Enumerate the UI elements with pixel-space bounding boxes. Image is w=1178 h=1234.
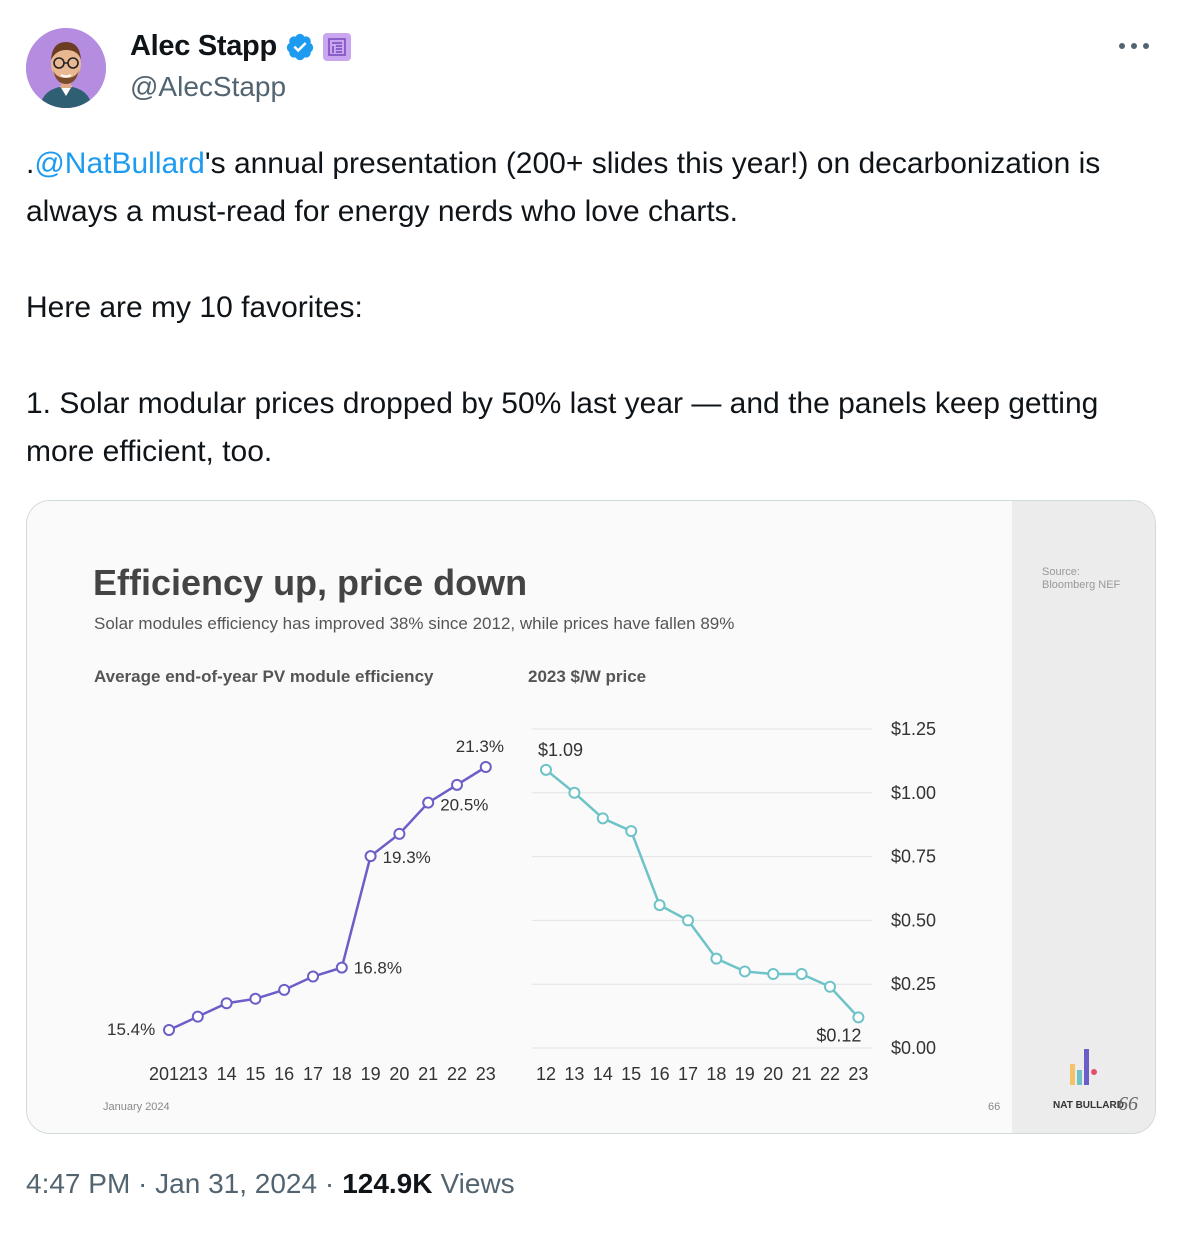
views-count: 124.9K [342,1168,433,1199]
efficiency-data-label: 19.3% [383,848,431,867]
efficiency-point [191,1010,204,1023]
price-point [795,967,808,980]
efficiency-point [220,997,233,1010]
slide-page-number: 66 [988,1101,1000,1113]
price-point [767,967,780,980]
price-y-tick: $1.25 [891,719,936,739]
efficiency-x-tick: 14 [217,1064,237,1084]
brand-number: 66 [1118,1093,1138,1115]
price-point [738,965,751,978]
affiliation-badge-icon[interactable] [322,32,351,61]
efficiency-point [364,850,377,863]
efficiency-x-tick: 17 [303,1064,323,1084]
author-name[interactable]: Alec Stapp [130,30,277,62]
price-chart: $0.00 $0.25 $0.50 $0.75 $1.00 $1.25 $1.09 $0.12… [532,719,936,1084]
efficiency-point [307,970,319,983]
avatar-illustration [26,28,106,108]
tweet-media-image[interactable]: Efficiency up, price down Solar modules … [26,500,1156,1134]
price-x-tick: 14 [593,1064,613,1084]
price-x-tick: 23 [848,1064,868,1084]
efficiency-data-label: 16.8% [354,959,402,978]
tweet-timestamp[interactable]: 4:47 PM · Jan 31, 2024 · [26,1168,335,1199]
tweet-meta: 4:47 PM · Jan 31, 2024 · 124.9K Views [26,1168,515,1200]
efficiency-point [249,992,262,1005]
price-point [596,812,609,825]
efficiency-point [451,778,463,791]
efficiency-point [163,1024,175,1036]
logo-bar-teal [1077,1070,1082,1085]
avatar[interactable] [26,28,106,108]
efficiency-x-tick: 18 [332,1064,352,1084]
efficiency-point [422,796,435,809]
author-handle[interactable]: @AlecStapp [130,71,287,102]
more-options-icon[interactable] [1114,34,1154,58]
price-y-tick: $0.75 [891,847,936,867]
price-point [625,825,638,838]
tweet-text: .@NatBullard's annual presentation (200+… [26,140,1156,476]
price-data-label: $0.12 [816,1025,861,1045]
efficiency-point [393,827,406,840]
efficiency-data-label: 21.3% [456,737,504,756]
efficiency-x-tick: 22 [447,1064,467,1084]
efficiency-x-tick: 16 [274,1064,294,1084]
price-data-label: $1.09 [538,740,583,760]
efficiency-x-tick: 13 [188,1064,208,1084]
slide-subtitle: Solar modules efficiency has improved 38… [94,614,734,633]
verified-badge-icon[interactable] [285,32,315,62]
price-point [540,763,552,776]
efficiency-data-label: 15.4% [107,1020,155,1039]
efficiency-x-tick: 21 [418,1064,438,1084]
efficiency-x-tick: 2012 [149,1064,189,1084]
price-y-tick: $0.00 [891,1038,936,1058]
price-point [568,786,581,799]
logo-dot [1091,1069,1097,1075]
slide-svg: Efficiency up, price down Solar modules … [27,501,1155,1133]
slide-sidebar [1012,501,1155,1133]
tweet-text-body: 's annual presentation (200+ slides this… [26,147,1101,468]
author-name-row: Alec Stapp [130,30,351,63]
brand-name: NAT BULLARD [1053,1100,1124,1111]
price-x-tick: 18 [706,1064,726,1084]
logo-bar-yellow [1070,1064,1075,1085]
price-x-tick: 12 [536,1064,556,1084]
price-point [682,914,694,927]
price-x-tick: 15 [621,1064,641,1084]
nat-bullard-logo [1070,1049,1097,1085]
logo-bar-purple [1084,1049,1089,1085]
slide-background [27,501,1012,1133]
efficiency-point [278,983,291,996]
price-point [824,980,836,993]
efficiency-x-tick: 19 [361,1064,381,1084]
slide-date: January 2024 [103,1101,170,1113]
source-name: Bloomberg NEF [1042,579,1121,591]
price-point [710,952,723,965]
views-label: Views [440,1168,515,1199]
efficiency-point [335,961,348,974]
efficiency-point [479,761,492,773]
price-x-tick: 22 [820,1064,840,1084]
mention-link[interactable]: @NatBullard [34,147,205,180]
price-point [653,899,666,912]
efficiency-data-label: 20.5% [440,796,488,815]
price-x-tick: 21 [792,1064,812,1084]
price-y-tick: $0.25 [891,974,936,994]
source-label: Source: [1042,566,1080,578]
price-x-tick: 19 [735,1064,755,1084]
tweet-text-prefix: . [26,147,35,180]
slide-title: Efficiency up, price down [93,562,527,603]
price-x-tick: 16 [650,1064,670,1084]
efficiency-x-tick: 20 [389,1064,409,1084]
price-y-tick: $0.50 [891,910,936,930]
efficiency-chart-title: Average end-of-year PV module efficiency [94,667,434,686]
price-x-tick: 17 [678,1064,698,1084]
efficiency-x-tick: 23 [476,1064,496,1084]
price-chart-title: 2023 $/W price [528,667,646,686]
price-point [852,1011,865,1024]
price-y-tick: $1.00 [891,783,936,803]
price-x-tick: 20 [763,1064,783,1084]
price-x-tick: 13 [564,1064,584,1084]
efficiency-x-tick: 15 [245,1064,265,1084]
